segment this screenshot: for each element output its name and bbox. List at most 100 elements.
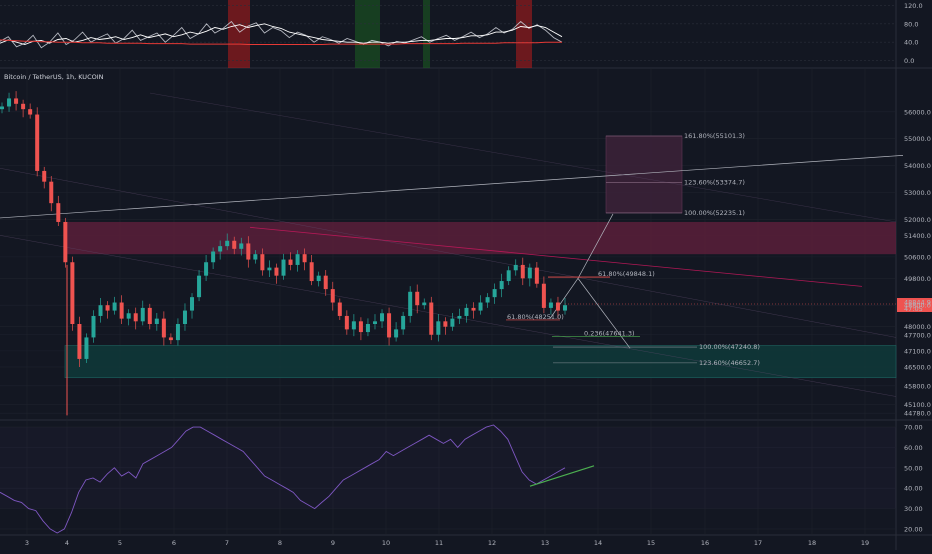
candle: [7, 92, 12, 112]
downside-level-label: 123.60%(46652.7): [699, 359, 760, 367]
rsi-y-tick: 60.00: [904, 444, 923, 452]
candle-body: [506, 270, 511, 282]
oscillator-y-tick: 0.0: [904, 57, 914, 65]
time-tick: 19: [861, 539, 869, 547]
rsi-y-tick: 70.00: [904, 424, 923, 432]
resistance-zone: [65, 221, 896, 255]
channel-line: [0, 168, 897, 338]
candle-body: [246, 243, 251, 260]
price-y-tick: 45800.0: [904, 382, 931, 390]
candle: [337, 298, 342, 320]
candlestick-series: [0, 91, 567, 416]
candle: [197, 270, 202, 302]
candle-body: [316, 275, 321, 282]
candle: [330, 281, 335, 311]
candle: [281, 253, 286, 280]
price-y-tick: 46500.0: [904, 363, 931, 371]
rsi-y-tick: 30.00: [904, 505, 923, 513]
candle-body: [471, 307, 476, 311]
oscillator-signal-bands: [228, 0, 532, 68]
target-level-label: 123.60%(53374.7): [684, 178, 745, 186]
time-axis: 3 4 5 6 7 8 9 10 11 12 13 14 15 16 17 18 19: [25, 539, 869, 547]
candle-body: [344, 315, 349, 330]
candle: [84, 333, 89, 363]
small-fib-label: 0.236(47641.3): [584, 329, 635, 337]
candle: [239, 237, 244, 256]
candle: [323, 270, 328, 296]
candle-body: [112, 302, 117, 311]
candle: [218, 240, 223, 260]
candle-body: [77, 324, 82, 359]
candle: [401, 311, 406, 335]
chart-title: Bitcoin / TetherUS, 1h, KUCOIN: [4, 73, 104, 81]
candle: [415, 284, 420, 314]
candle: [42, 166, 47, 189]
candle-body: [239, 243, 244, 249]
candle-body: [232, 240, 237, 249]
oscillator-y-axis: 120.0 80.0 40.0 0.0: [904, 2, 923, 65]
candle-body: [387, 313, 392, 338]
candle: [365, 318, 370, 337]
time-tick: 13: [541, 539, 549, 547]
last-price-tag: [897, 298, 932, 313]
oscillator-signal-band: [355, 0, 380, 68]
price-annotations: 161.80%(55101.3) 123.60%(53374.7) 100.00%(…: [506, 132, 932, 367]
oscillator-signal-line: [0, 39, 562, 45]
time-tick: 11: [435, 539, 443, 547]
candle: [190, 293, 195, 319]
candle: [358, 317, 363, 341]
candle-body: [464, 307, 469, 316]
candle: [443, 317, 448, 335]
time-tick: 16: [701, 539, 709, 547]
candle-body: [372, 321, 377, 325]
price-trendlines: [0, 92, 904, 397]
candle-body: [563, 305, 567, 311]
candle-body: [394, 329, 399, 338]
candle: [140, 300, 145, 326]
price-y-tick: 48800.0: [904, 302, 931, 310]
downside-level-label: 100.00%(47240.8): [699, 343, 760, 351]
candle: [513, 259, 518, 276]
candle-body: [49, 181, 54, 204]
candle-body: [302, 254, 307, 263]
oscillator-slow-line: [0, 23, 563, 45]
candle: [21, 99, 26, 118]
candle: [119, 295, 124, 325]
candle: [485, 293, 490, 308]
candle: [70, 256, 75, 331]
price-y-tick: 48000.0: [904, 323, 931, 331]
candle-body: [436, 321, 441, 335]
candle: [555, 296, 560, 319]
candle: [351, 314, 356, 337]
candle: [380, 309, 385, 329]
downside-projection-arrow: [577, 278, 631, 349]
candle-body: [21, 103, 26, 110]
candle: [246, 236, 251, 268]
candle-body: [358, 321, 363, 333]
price-y-tick: 50600.0: [904, 253, 931, 261]
price-y-tick: 54000.0: [904, 162, 931, 170]
oscillator-y-tick: 80.0: [904, 20, 918, 28]
candle-body: [161, 318, 166, 338]
candle-body: [70, 262, 75, 325]
oscillator-signal-band: [228, 0, 250, 68]
rsi-divergence-trendline: [529, 465, 595, 487]
candle: [450, 312, 455, 331]
candle: [548, 298, 553, 315]
candle: [49, 176, 54, 212]
candle-body: [168, 337, 173, 341]
time-tick: 9: [331, 539, 335, 547]
candle: [464, 303, 469, 323]
oscillator-y-tick: 120.0: [904, 2, 923, 10]
rsi-y-tick: 40.00: [904, 485, 923, 493]
candle-body: [457, 315, 462, 319]
candle-body: [84, 337, 89, 359]
candle-body: [154, 318, 159, 325]
candle-body: [105, 305, 110, 311]
candle: [126, 309, 131, 326]
candle-body: [204, 262, 209, 276]
candle: [295, 250, 300, 272]
candle-body: [422, 302, 427, 306]
